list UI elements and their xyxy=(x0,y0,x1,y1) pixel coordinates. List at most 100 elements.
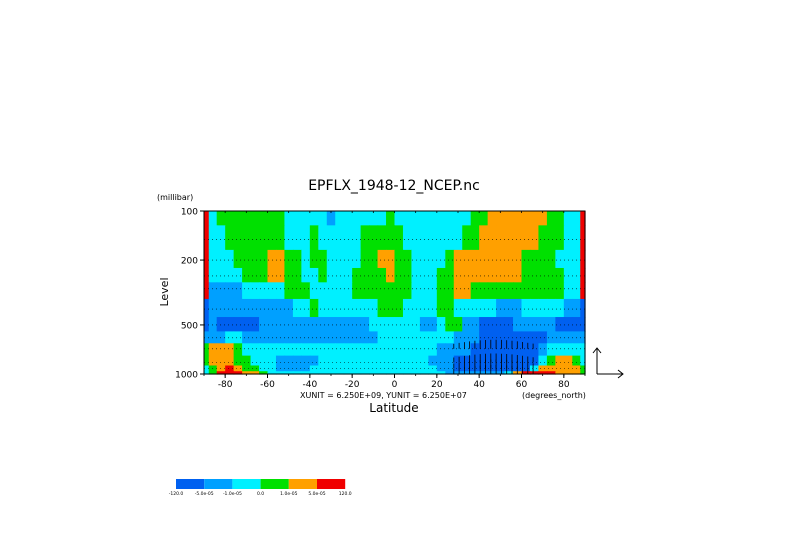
heatmap-cell xyxy=(335,365,345,372)
heatmap-cell xyxy=(377,365,387,372)
heatmap-cell xyxy=(411,365,421,372)
heatmap-cell xyxy=(326,355,336,367)
heatmap-cell xyxy=(513,298,523,318)
heatmap-cell xyxy=(428,225,438,251)
heatmap-cell xyxy=(301,343,311,357)
heatmap-cell xyxy=(521,267,531,283)
heatmap-cell xyxy=(479,371,489,375)
heatmap-cell xyxy=(402,343,413,357)
heatmap-cell xyxy=(419,225,429,251)
heatmap-cell xyxy=(216,355,226,367)
heatmap-cell xyxy=(402,317,413,332)
heatmap-cell xyxy=(208,343,218,357)
heatmap-cell xyxy=(386,365,396,372)
heatmap-cell xyxy=(352,267,362,283)
heatmap-cell xyxy=(580,371,586,375)
heatmap-cell xyxy=(225,331,235,344)
legend-swatch xyxy=(176,479,205,489)
heatmap-cell xyxy=(513,317,523,332)
heatmap-cell xyxy=(445,249,455,269)
heatmap-cell xyxy=(529,249,540,269)
heatmap-cell xyxy=(309,298,319,318)
heatmap-cell xyxy=(470,211,480,226)
heatmap-cell xyxy=(225,249,235,269)
heatmap-cell xyxy=(216,249,226,269)
heatmap-cell xyxy=(309,331,319,344)
heatmap-cell xyxy=(242,317,252,332)
heatmap-cell xyxy=(428,355,438,367)
heatmap-cell xyxy=(204,267,210,283)
heatmap-cell xyxy=(555,282,565,300)
heatmap-cell xyxy=(462,343,472,357)
heatmap-cell xyxy=(538,317,548,332)
heatmap-cell xyxy=(326,371,336,375)
heatmap-cell xyxy=(242,365,252,372)
y-tick-label: 500 xyxy=(181,321,198,331)
heatmap-cell xyxy=(572,267,581,283)
heatmap-cell xyxy=(402,365,413,372)
heatmap-cell xyxy=(538,371,548,375)
plot-area xyxy=(203,210,586,375)
heatmap-cell xyxy=(216,317,226,332)
heatmap-cell xyxy=(436,331,446,344)
heatmap-cell xyxy=(309,282,319,300)
heatmap-cell xyxy=(267,298,277,318)
heatmap-cell xyxy=(572,371,581,375)
heatmap-cell xyxy=(453,211,463,226)
heatmap-cell xyxy=(377,371,387,375)
heatmap-cell xyxy=(411,282,421,300)
heatmap-cell xyxy=(369,365,379,372)
heatmap-cell xyxy=(555,355,565,367)
heatmap-cell xyxy=(369,355,379,367)
heatmap-cell xyxy=(259,343,269,357)
heatmap-cell xyxy=(292,317,302,332)
heatmap-cell xyxy=(453,371,463,375)
heatmap-cell xyxy=(343,317,353,332)
heatmap-cell xyxy=(453,267,463,283)
heatmap-cell xyxy=(233,282,243,300)
heatmap-cell xyxy=(242,343,252,357)
heatmap-cell xyxy=(326,331,336,344)
heatmap-cell xyxy=(216,371,226,375)
heatmap-cell xyxy=(546,249,556,269)
heatmap-cell xyxy=(555,317,565,332)
heatmap-cell xyxy=(318,365,328,372)
heatmap-cell xyxy=(394,298,404,318)
heatmap-cell xyxy=(309,225,319,251)
heatmap-cell xyxy=(563,355,573,367)
heatmap-cell xyxy=(318,225,328,251)
heatmap-cell xyxy=(335,371,345,375)
heatmap-cell xyxy=(394,317,404,332)
heatmap-cell xyxy=(216,282,226,300)
heatmap-cell xyxy=(462,371,472,375)
heatmap-cell xyxy=(204,317,210,332)
heatmap-cell xyxy=(335,225,345,251)
heatmap-cell xyxy=(242,331,252,344)
heatmap-cell xyxy=(580,298,586,318)
heatmap-cell xyxy=(419,355,429,367)
heatmap-cell xyxy=(301,267,311,283)
heatmap-cell xyxy=(275,343,286,357)
heatmap-cell xyxy=(445,211,455,226)
heatmap-cell xyxy=(369,267,379,283)
heatmap-cell xyxy=(428,298,438,318)
heatmap-cell xyxy=(225,211,235,226)
heatmap-cell xyxy=(352,225,362,251)
heatmap-cell xyxy=(335,211,345,226)
heatmap-cell xyxy=(436,365,446,372)
heatmap-cell xyxy=(529,298,540,318)
heatmap-cell xyxy=(284,282,294,300)
heatmap-cell xyxy=(301,298,311,318)
heatmap-cell xyxy=(462,298,472,318)
heatmap-cell xyxy=(208,249,218,269)
heatmap-cell xyxy=(259,225,269,251)
heatmap-cell xyxy=(216,365,226,372)
heatmap-cell xyxy=(292,249,302,269)
heatmap-cell xyxy=(470,343,480,357)
heatmap-cell xyxy=(309,343,319,357)
heatmap-cell xyxy=(386,371,396,375)
heatmap-cell xyxy=(225,298,235,318)
heatmap-cell xyxy=(521,298,531,318)
heatmap-cell xyxy=(204,211,210,226)
legend-label: 5.0e-05 xyxy=(308,491,325,497)
